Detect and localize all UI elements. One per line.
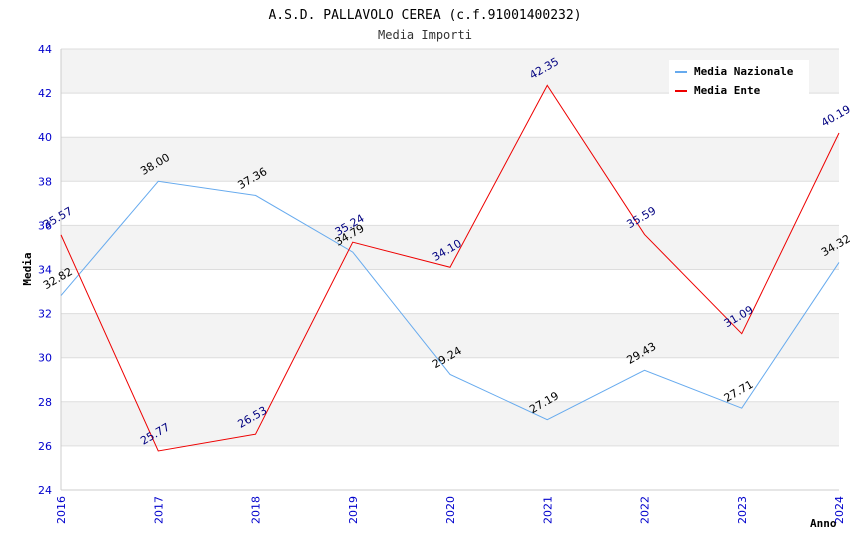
y-axis-label: Media: [21, 252, 34, 285]
x-tick-label: 2018: [250, 496, 263, 524]
y-tick-label: 44: [38, 43, 52, 56]
grid-band: [61, 225, 839, 270]
grid-band: [61, 357, 839, 402]
x-tick-label: 2019: [347, 496, 360, 524]
x-axis-label: Anno: [810, 517, 837, 530]
x-tick-label: 2020: [444, 496, 457, 524]
y-tick-label: 38: [38, 175, 52, 188]
series-line-media-ente: [60, 84, 840, 452]
x-tick-label: 2017: [152, 496, 165, 524]
grid-band: [61, 93, 839, 138]
y-axis-ticks: 24 26 28 30 32 34 36 38 40 42 44: [38, 43, 52, 497]
grid-band: [61, 181, 839, 226]
axes: [60, 49, 839, 491]
grid-band: [61, 313, 839, 358]
legend-box: [669, 60, 809, 98]
y-tick-label: 40: [38, 131, 52, 144]
x-tick-label: 2022: [639, 496, 652, 524]
y-tick-label: 28: [38, 396, 52, 409]
y-tick-label: 30: [38, 352, 52, 365]
x-tick-label: 2023: [736, 496, 749, 524]
y-tick-label: 26: [38, 440, 52, 453]
legend-label: Media Nazionale: [694, 65, 794, 78]
x-tick-label: 2024: [833, 496, 846, 524]
y-tick-label: 34: [38, 264, 52, 277]
y-tick-label: 24: [38, 484, 52, 497]
y-tick-label: 36: [38, 219, 52, 232]
grid-band: [61, 269, 839, 314]
x-axis-ticks: 2016 2017 2018 2019 2020 2021 2022 2023 2024: [55, 496, 846, 524]
x-tick-label: 2016: [55, 496, 68, 524]
legend-label: Media Ente: [694, 84, 761, 97]
y-tick-label: 32: [38, 308, 52, 321]
x-tick-label: 2021: [541, 496, 554, 524]
chart-subtitle: Media Importi: [378, 28, 472, 42]
grid-bands: [61, 49, 839, 490]
grid-band: [61, 445, 839, 490]
grid-band: [61, 137, 839, 182]
grid-band: [61, 401, 839, 446]
series-line-media-nazionale: [60, 180, 840, 421]
y-tick-label: 42: [38, 87, 52, 100]
series-lines: [60, 84, 840, 452]
legend: Media Nazionale Media Ente: [669, 60, 809, 98]
chart-title: A.S.D. PALLAVOLO CEREA (c.f.91001400232): [268, 8, 581, 23]
